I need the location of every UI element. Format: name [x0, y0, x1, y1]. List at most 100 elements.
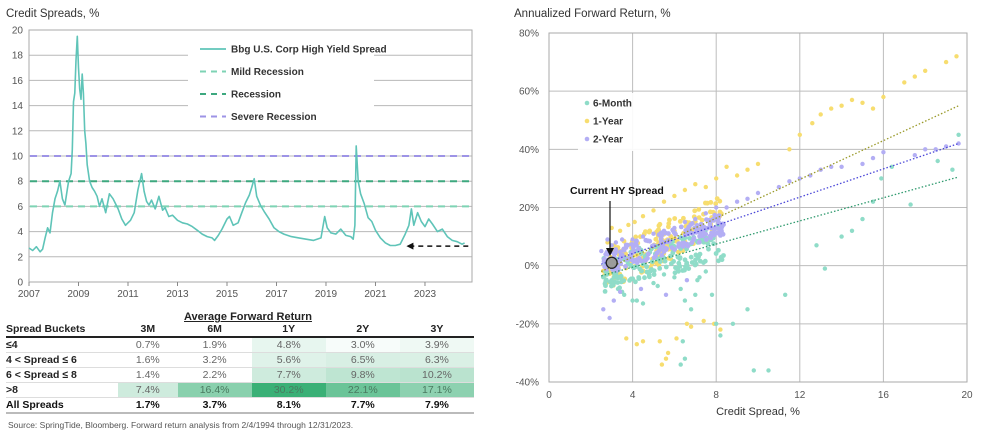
y-tick-label: 18 — [12, 51, 24, 62]
scatter-point — [610, 267, 615, 272]
scatter-point — [751, 368, 756, 373]
scatter-point — [665, 241, 670, 247]
scatter-point — [698, 221, 704, 227]
scatter-point — [671, 237, 677, 243]
scatter-point — [654, 242, 660, 248]
scatter-point — [610, 266, 616, 272]
scatter-point — [658, 241, 664, 247]
scatter-point — [663, 230, 668, 236]
scatter-point — [715, 226, 721, 232]
scatter-point — [657, 231, 663, 237]
scatter-point — [618, 273, 624, 279]
scatter-point — [677, 219, 683, 224]
scatter-point — [633, 239, 639, 245]
scatter-point — [634, 242, 639, 248]
scatter-point — [601, 256, 607, 262]
scatter-point — [601, 256, 607, 261]
scatter-point — [943, 59, 949, 65]
scatter-point — [662, 258, 668, 264]
y-tick-label: 16 — [12, 76, 24, 87]
scatter-point — [641, 256, 647, 261]
scatter-point — [956, 132, 961, 137]
scatter-point — [605, 240, 610, 245]
scatter-point — [613, 247, 619, 252]
scatter-point — [604, 262, 610, 268]
scatter-point — [649, 243, 655, 249]
scatter-point — [615, 280, 620, 285]
scatter-point — [615, 245, 621, 250]
scatter-point — [599, 248, 604, 254]
scatter-point — [604, 257, 610, 263]
scatter-point — [658, 236, 664, 242]
scatter-point — [902, 80, 907, 85]
scatter-point — [622, 276, 628, 282]
scatter-point — [678, 286, 683, 292]
scatter-point — [630, 253, 636, 259]
scatter-point — [849, 97, 855, 103]
scatter-point — [630, 237, 635, 242]
scatter-point — [699, 226, 704, 232]
scatter-point — [648, 268, 653, 274]
scatter-point — [671, 259, 676, 264]
scatter-point — [684, 261, 689, 266]
scatter-point — [668, 253, 673, 259]
scatter-point — [631, 265, 636, 270]
table-cell: 3.9% — [399, 337, 474, 353]
table-cell: 5.6% — [251, 352, 326, 368]
scatter-point — [672, 228, 677, 234]
scatter-point — [682, 244, 688, 250]
scatter-point — [860, 161, 865, 167]
scatter-point — [645, 255, 650, 261]
scatter-point — [839, 234, 844, 239]
scatter-point — [730, 321, 736, 326]
scatter-point — [717, 209, 723, 215]
scatter-point — [829, 106, 834, 111]
scatter-point — [611, 271, 617, 276]
y-tick-label: 80% — [519, 29, 539, 40]
scatter-point — [766, 368, 771, 373]
scatter-point — [696, 239, 702, 245]
scatter-point — [603, 283, 608, 289]
scatter-point — [657, 339, 662, 344]
scatter-point — [681, 236, 687, 241]
scatter-point — [661, 242, 667, 248]
scatter-point — [715, 230, 720, 236]
scatter-point — [663, 247, 669, 253]
scatter-point — [642, 254, 648, 259]
scatter-point — [659, 232, 665, 237]
table-cell: 3.2% — [177, 352, 252, 368]
scatter-point — [611, 281, 616, 286]
scatter-point — [672, 247, 678, 252]
scatter-point — [719, 228, 724, 234]
scatter-point — [709, 292, 715, 297]
trend-line-2-year — [601, 142, 959, 265]
scatter-point — [651, 272, 657, 277]
scatter-point — [649, 261, 655, 267]
scatter-point — [697, 239, 703, 245]
scatter-point — [678, 244, 684, 249]
scatter-point — [646, 272, 652, 278]
scatter-point — [611, 277, 617, 283]
scatter-point — [600, 274, 606, 280]
scatter-point — [601, 259, 607, 264]
scatter-point — [642, 256, 648, 262]
scatter-point — [702, 236, 707, 242]
scatter-point — [699, 237, 704, 242]
scatter-point — [683, 242, 689, 248]
scatter-point — [695, 278, 700, 283]
scatter-point — [716, 220, 722, 226]
scatter-point — [659, 362, 665, 367]
table-cell: 7.7% — [325, 397, 400, 414]
scatter-point — [625, 242, 631, 248]
scatter-point — [797, 132, 802, 137]
scatter-point — [666, 224, 671, 230]
scatter-point — [642, 252, 648, 257]
scatter-point — [661, 255, 666, 260]
scatter-point — [655, 253, 660, 259]
legend-label: Recession — [231, 90, 281, 101]
scatter-point — [663, 264, 669, 270]
scatter-point — [682, 239, 688, 245]
scatter-point — [654, 243, 659, 249]
scatter-point — [644, 269, 650, 275]
scatter-point — [734, 199, 740, 204]
